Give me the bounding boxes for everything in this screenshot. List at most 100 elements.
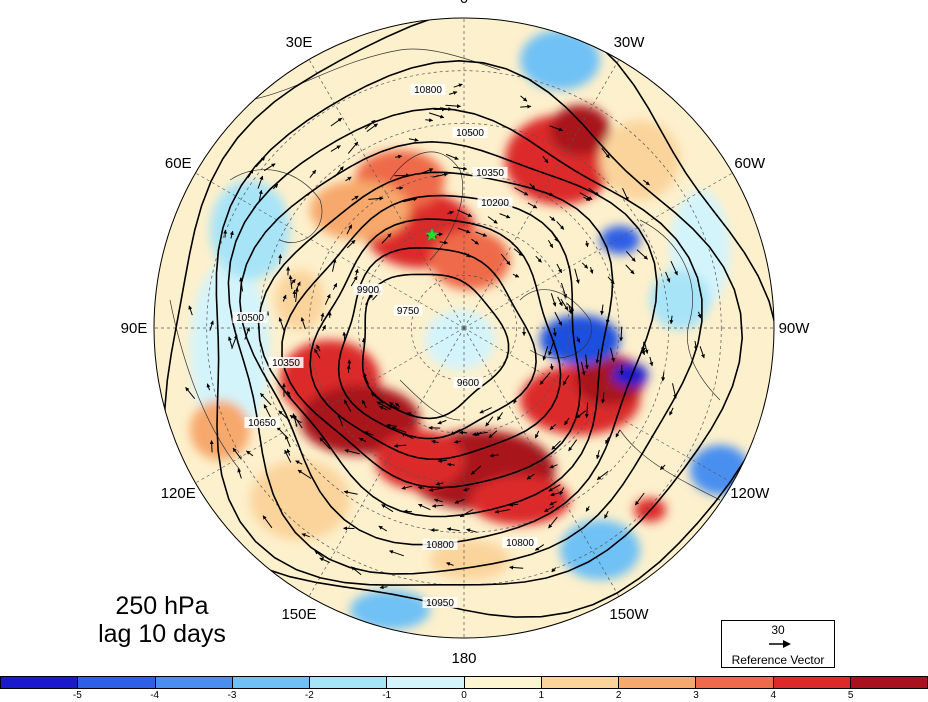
contour-label-bg xyxy=(232,312,268,323)
wind-vector xyxy=(345,176,352,182)
wind-vector xyxy=(534,544,545,551)
wind-vector xyxy=(557,296,563,307)
wind-vector xyxy=(188,305,193,316)
wind-vector xyxy=(346,239,356,249)
contour-label: 10800 xyxy=(414,85,442,96)
lon-label: 180 xyxy=(451,650,476,667)
wind-vector xyxy=(643,341,649,354)
anomaly-blob xyxy=(310,180,410,240)
wind-vector xyxy=(330,145,341,152)
wind-vector xyxy=(347,141,359,154)
height-contour xyxy=(215,59,744,586)
wind-vector xyxy=(439,106,453,111)
wind-vector xyxy=(247,169,254,178)
wind-vector xyxy=(672,383,678,399)
lon-label: 60W xyxy=(734,155,766,172)
wind-vector xyxy=(605,437,610,445)
wind-vector xyxy=(693,340,698,351)
latitude-circle xyxy=(358,222,570,434)
wind-vector xyxy=(550,293,557,307)
wind-vector xyxy=(332,258,337,272)
meridian-line xyxy=(308,327,465,597)
meridian-line xyxy=(463,172,733,329)
contour-label-bg xyxy=(422,597,458,608)
wind-vector xyxy=(209,440,214,453)
wind-vector xyxy=(364,119,376,130)
wind-vector xyxy=(288,275,293,290)
contour-label-bg xyxy=(353,284,383,295)
colorbar-tick-label: 3 xyxy=(693,690,699,701)
colorbar-tick-label: -4 xyxy=(150,690,160,701)
wind-vector xyxy=(466,528,477,533)
wind-vector xyxy=(361,338,366,345)
wind-vector xyxy=(346,224,353,235)
reference-vector-label: Reference Vector xyxy=(731,653,825,667)
wind-vector xyxy=(361,399,367,409)
wind-vector xyxy=(596,470,609,480)
wind-vector xyxy=(445,153,459,160)
wind-vector xyxy=(548,339,555,356)
wind-vector xyxy=(610,347,615,363)
lon-label: 120E xyxy=(161,485,196,502)
lon-label: 60E xyxy=(165,155,192,172)
wind-vector xyxy=(437,458,447,463)
wind-vector xyxy=(605,316,610,324)
wind-vector xyxy=(346,364,351,373)
wind-vector xyxy=(601,147,610,159)
lon-label: 150E xyxy=(281,606,316,623)
wind-vector xyxy=(366,123,378,133)
wind-vector xyxy=(391,426,407,433)
contour-label: 10500 xyxy=(456,128,484,139)
wind-vector xyxy=(316,344,321,352)
lon-label: 30W xyxy=(614,34,646,51)
contour-label: 10200 xyxy=(481,198,509,209)
wind-vector xyxy=(278,410,291,422)
contour-label: 10500 xyxy=(236,313,264,324)
wind-vector xyxy=(244,327,250,340)
wind-vector xyxy=(431,439,439,444)
colorbar-swatch xyxy=(464,677,542,688)
wind-vector xyxy=(496,412,504,421)
wind-vector xyxy=(499,213,511,219)
wind-vector xyxy=(297,469,312,479)
contour-label: 9600 xyxy=(457,378,480,389)
wind-vector xyxy=(625,264,635,275)
colorbar-tick-label: 0 xyxy=(461,690,467,701)
wind-vector xyxy=(699,346,705,359)
wind-vector xyxy=(622,187,629,202)
lon-label: 30E xyxy=(286,34,313,51)
wind-vector xyxy=(583,196,591,202)
wind-vector xyxy=(401,485,413,490)
wind-vector xyxy=(551,567,557,573)
wind-vector xyxy=(560,298,569,311)
wind-vector xyxy=(475,231,488,237)
contour-label-bg xyxy=(244,417,280,428)
wind-vector xyxy=(649,356,654,367)
wind-vector xyxy=(206,383,211,391)
wind-vector xyxy=(343,399,352,412)
wind-vector xyxy=(459,509,474,518)
wind-vector xyxy=(378,525,388,532)
wind-vector xyxy=(437,419,447,425)
latitude-circle xyxy=(410,274,518,382)
wind-vector xyxy=(665,271,671,283)
wind-vector xyxy=(588,187,600,196)
wind-vector xyxy=(489,453,499,458)
wind-vector xyxy=(257,175,264,189)
wind-vector xyxy=(585,506,590,512)
coastline xyxy=(249,48,501,101)
wind-vector xyxy=(547,240,554,249)
wind-vector xyxy=(549,424,557,430)
wind-vector xyxy=(541,190,554,196)
wind-vector xyxy=(350,566,362,576)
wind-vector xyxy=(403,197,418,203)
contour-label: 10350 xyxy=(272,358,300,369)
wind-vector xyxy=(470,465,482,475)
wind-vector xyxy=(527,202,538,209)
wind-vector xyxy=(379,585,388,590)
wind-vector xyxy=(365,293,374,305)
wind-vector xyxy=(447,210,454,215)
wind-vector xyxy=(549,363,554,371)
lag-label: lag 10 days xyxy=(98,620,226,648)
wind-vector xyxy=(542,155,549,164)
